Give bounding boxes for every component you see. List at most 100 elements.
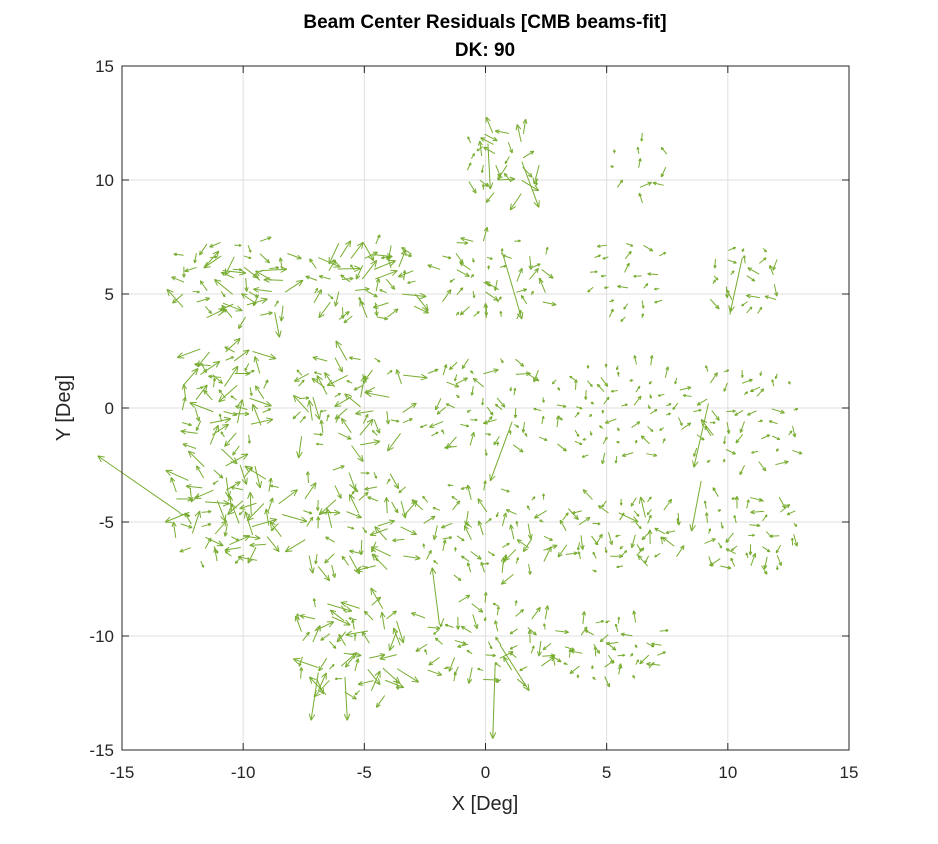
residual-arrow — [748, 533, 755, 537]
residual-arrow — [225, 453, 249, 467]
residual-arrow — [208, 374, 222, 379]
residual-arrow — [614, 623, 619, 632]
residual-arrow — [427, 669, 443, 676]
residual-arrow — [472, 614, 479, 630]
residual-arrow — [459, 261, 471, 271]
residual-arrow — [400, 526, 418, 536]
residual-arrow — [483, 480, 487, 491]
residual-arrow — [456, 535, 465, 542]
residual-arrow — [496, 679, 502, 683]
residual-arrow — [284, 279, 304, 293]
residual-arrow — [500, 248, 504, 255]
residual-arrow — [649, 408, 658, 415]
residual-arrow — [373, 419, 381, 434]
residual-arrow — [514, 424, 520, 428]
residual-arrow — [485, 432, 492, 436]
residual-arrow — [749, 523, 761, 528]
residual-arrow — [771, 379, 775, 387]
residual-arrow — [445, 403, 455, 409]
residual-arrow — [629, 378, 634, 382]
residual-arrow — [369, 653, 386, 659]
residual-arrow — [318, 657, 328, 672]
residual-arrow — [222, 302, 243, 312]
residual-arrow — [367, 669, 381, 686]
residual-arrow — [181, 422, 192, 427]
residual-arrow — [466, 409, 472, 413]
residual-arrow — [327, 603, 353, 613]
residual-arrow — [232, 445, 240, 456]
residual-arrow — [260, 266, 288, 273]
residual-arrow — [550, 654, 562, 663]
residual-arrow — [713, 275, 719, 281]
residual-arrow — [477, 667, 484, 671]
residual-arrow — [192, 290, 200, 294]
residual-arrow — [470, 386, 474, 396]
residual-arrow — [238, 510, 245, 516]
residual-arrow — [218, 384, 238, 403]
residual-arrow — [334, 677, 343, 681]
residual-arrow — [354, 690, 361, 696]
residual-arrow — [320, 509, 341, 516]
residual-arrow — [260, 311, 273, 316]
residual-arrow — [725, 449, 736, 455]
residual-arrow — [403, 555, 421, 561]
residual-arrow — [203, 389, 213, 401]
residual-arrow — [603, 396, 610, 405]
residual-arrow — [535, 178, 538, 186]
residual-arrow — [239, 464, 248, 485]
residual-arrow — [479, 179, 489, 187]
residual-arrow — [771, 408, 785, 414]
residual-arrow — [589, 431, 593, 436]
residual-arrow — [264, 508, 270, 526]
residual-arrow — [334, 357, 343, 373]
residual-arrow — [481, 397, 485, 406]
residual-arrow — [455, 394, 460, 399]
residual-arrow — [201, 510, 212, 514]
residual-arrow — [574, 440, 583, 445]
residual-arrow — [635, 659, 639, 665]
residual-arrow — [251, 517, 278, 528]
residual-arrow — [171, 521, 177, 538]
residual-arrow — [640, 435, 650, 445]
residual-arrow — [592, 676, 596, 681]
residual-arrow — [693, 408, 702, 413]
residual-arrow — [232, 268, 243, 272]
residual-arrow — [608, 654, 615, 664]
residual-arrow — [314, 287, 319, 294]
residual-arrow — [454, 666, 459, 676]
residual-arrow — [473, 311, 480, 317]
residual-arrow — [466, 562, 472, 573]
residual-arrow — [441, 429, 445, 435]
residual-arrow — [384, 497, 390, 514]
residual-arrow — [457, 643, 469, 648]
residual-arrow — [521, 422, 526, 433]
residual-arrow — [739, 421, 745, 433]
residual-arrow — [487, 551, 495, 557]
residual-arrow — [224, 546, 241, 552]
residual-arrow — [446, 436, 457, 449]
residual-arrow — [350, 264, 355, 271]
y-tick-label: -5 — [99, 513, 114, 532]
residual-arrow — [615, 534, 621, 538]
residual-arrow — [470, 153, 475, 159]
residual-arrow — [564, 646, 575, 651]
residual-arrow — [792, 425, 797, 438]
residual-arrow — [772, 435, 781, 441]
residual-arrow — [471, 257, 475, 263]
residual-arrow — [387, 308, 399, 318]
residual-arrow — [660, 536, 664, 545]
residual-arrow — [349, 494, 360, 514]
residual-arrow — [454, 374, 458, 382]
residual-arrow — [472, 291, 476, 299]
residual-arrow — [444, 623, 454, 628]
residual-arrow — [471, 603, 484, 613]
residual-arrow — [788, 381, 792, 385]
residual-arrow — [636, 146, 640, 154]
residual-arrow — [741, 378, 753, 384]
residual-arrow — [312, 396, 321, 420]
residual-arrow — [543, 544, 558, 551]
residual-arrow — [499, 264, 507, 268]
residual-arrow — [191, 510, 201, 534]
residual-arrow — [213, 278, 234, 295]
